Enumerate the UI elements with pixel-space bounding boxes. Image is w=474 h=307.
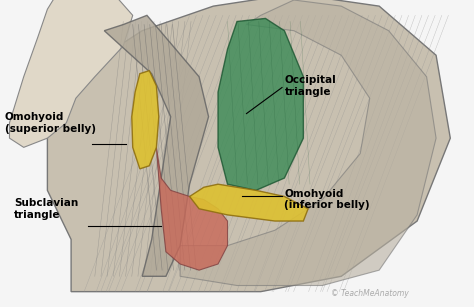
Polygon shape	[218, 18, 303, 190]
Text: Subclavian
triangle: Subclavian triangle	[14, 198, 79, 220]
Polygon shape	[104, 15, 209, 276]
Polygon shape	[190, 184, 308, 221]
Polygon shape	[9, 0, 133, 147]
Text: Occipital
triangle: Occipital triangle	[284, 75, 336, 97]
Text: © TeachMeAnatomy: © TeachMeAnatomy	[331, 289, 409, 298]
Polygon shape	[156, 147, 228, 270]
Text: Omohyoid
(superior belly): Omohyoid (superior belly)	[5, 112, 96, 134]
Polygon shape	[47, 0, 450, 292]
Text: Omohyoid
(inferior belly): Omohyoid (inferior belly)	[284, 189, 370, 210]
Polygon shape	[132, 71, 159, 169]
Polygon shape	[180, 0, 436, 286]
